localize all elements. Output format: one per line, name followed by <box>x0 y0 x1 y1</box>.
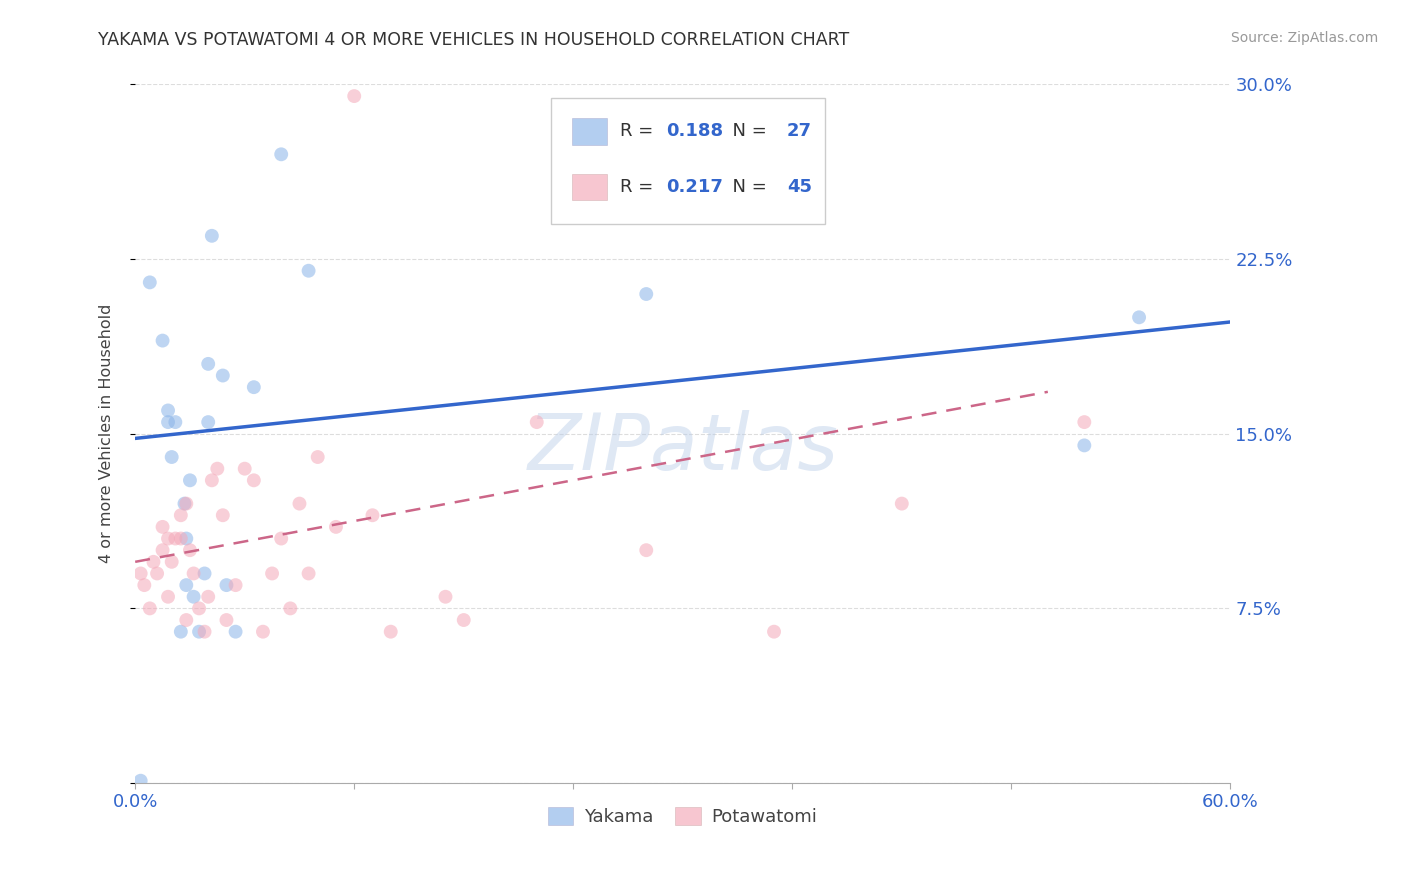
Point <box>434 590 457 604</box>
Point <box>193 624 215 639</box>
Point <box>361 508 384 523</box>
Point <box>139 601 162 615</box>
Point <box>176 497 198 511</box>
Point <box>165 415 187 429</box>
Point <box>157 532 180 546</box>
Point <box>243 473 266 487</box>
Bar <box>572 174 607 201</box>
Text: R =: R = <box>620 122 659 140</box>
Point <box>157 415 180 429</box>
Text: ZIPatlas: ZIPatlas <box>527 409 838 486</box>
Point <box>252 624 274 639</box>
Point <box>207 461 229 475</box>
Point <box>763 624 786 639</box>
Point <box>152 334 174 348</box>
Legend: Yakama, Potawatomi: Yakama, Potawatomi <box>541 799 824 833</box>
Point <box>170 532 193 546</box>
Point <box>211 508 233 523</box>
Point <box>160 555 183 569</box>
Bar <box>572 118 607 145</box>
Y-axis label: 4 or more Vehicles in Household: 4 or more Vehicles in Household <box>100 304 114 564</box>
Point <box>176 532 198 546</box>
Point <box>380 624 402 639</box>
Point <box>179 473 201 487</box>
Point <box>890 497 912 511</box>
Point <box>526 415 548 429</box>
Point <box>170 624 193 639</box>
Point <box>129 566 152 581</box>
Point <box>636 287 658 301</box>
Point <box>201 228 224 243</box>
Point <box>197 357 219 371</box>
Point <box>142 555 165 569</box>
Point <box>157 403 180 417</box>
Point <box>193 566 215 581</box>
Text: Source: ZipAtlas.com: Source: ZipAtlas.com <box>1230 31 1378 45</box>
Point <box>1073 438 1095 452</box>
Point <box>307 450 329 464</box>
Point <box>297 264 319 278</box>
Point <box>183 590 205 604</box>
Point <box>270 147 292 161</box>
Point <box>288 497 311 511</box>
Point <box>134 578 156 592</box>
Text: 45: 45 <box>787 178 811 196</box>
Point <box>325 520 347 534</box>
Text: N =: N = <box>721 122 773 140</box>
Text: YAKAMA VS POTAWATOMI 4 OR MORE VEHICLES IN HOUSEHOLD CORRELATION CHART: YAKAMA VS POTAWATOMI 4 OR MORE VEHICLES … <box>98 31 849 49</box>
Point <box>233 461 256 475</box>
Point <box>179 543 201 558</box>
Text: R =: R = <box>620 178 659 196</box>
Point <box>1073 415 1095 429</box>
Point <box>146 566 169 581</box>
Point <box>188 624 211 639</box>
Point <box>243 380 266 394</box>
Point <box>183 566 205 581</box>
Point <box>176 613 198 627</box>
Point <box>280 601 302 615</box>
Point <box>160 450 183 464</box>
Point <box>176 578 198 592</box>
Point <box>215 613 238 627</box>
Text: 0.188: 0.188 <box>666 122 724 140</box>
Point <box>262 566 284 581</box>
Text: N =: N = <box>721 178 773 196</box>
FancyBboxPatch shape <box>551 98 825 224</box>
Point <box>225 624 247 639</box>
Point <box>270 532 292 546</box>
Point <box>197 415 219 429</box>
Point <box>343 89 366 103</box>
Text: 27: 27 <box>787 122 811 140</box>
Point <box>211 368 233 383</box>
Point <box>152 520 174 534</box>
Text: 0.217: 0.217 <box>666 178 723 196</box>
Point <box>1128 310 1150 325</box>
Point <box>201 473 224 487</box>
Point <box>215 578 238 592</box>
Point <box>152 543 174 558</box>
Point <box>170 508 193 523</box>
Point <box>197 590 219 604</box>
Point <box>165 532 187 546</box>
Point <box>173 497 195 511</box>
Point <box>453 613 475 627</box>
Point <box>129 773 152 788</box>
Point <box>188 601 211 615</box>
Point <box>297 566 319 581</box>
Point <box>636 543 658 558</box>
Point <box>225 578 247 592</box>
Point <box>139 276 162 290</box>
Point <box>157 590 180 604</box>
